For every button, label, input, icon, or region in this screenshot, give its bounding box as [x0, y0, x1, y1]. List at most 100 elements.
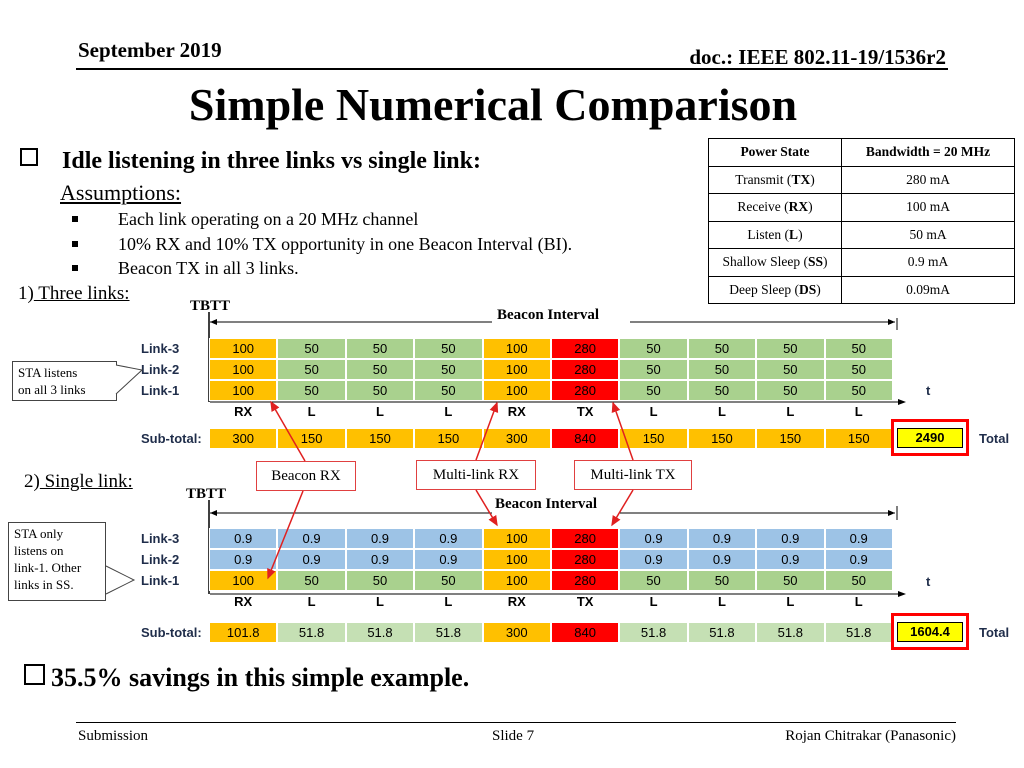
current-cell: 280 mA — [841, 165, 1015, 194]
assumptions-heading: Assumptions: — [60, 180, 182, 205]
case1-link3-label: Link-3 — [141, 341, 180, 356]
checkbox-bullet-icon — [24, 664, 45, 685]
grid-cell: 50 — [345, 338, 415, 359]
power-state-cell: Listen (L) — [708, 220, 842, 249]
grid-cell: 50 — [687, 338, 757, 359]
subtotal-cell: 150 — [619, 428, 688, 449]
event-label: L — [649, 404, 658, 419]
event-label: RX — [234, 404, 253, 419]
footer-divider — [76, 722, 956, 723]
subtotal-cell: 51.8 — [687, 622, 757, 643]
grid-cell: 280 — [550, 570, 620, 591]
case1-callout-pointer — [115, 364, 144, 395]
table-header-cell: Power State — [708, 138, 842, 167]
power-state-table: Power State Bandwidth = 20 MHz Transmit … — [708, 138, 1015, 304]
grid-cell: 280 — [550, 338, 620, 359]
footer-slide-number: Slide 7 — [492, 728, 535, 744]
case2-link1-row: 100 50 50 50 100 280 50 50 50 50 — [209, 570, 893, 591]
case2-total-label: Total — [979, 625, 1010, 640]
grid-cell: 100 — [482, 380, 551, 401]
grid-cell: 50 — [277, 380, 346, 401]
grid-cell: 0.9 — [345, 528, 415, 549]
beacon-rx-annotation: Beacon RX — [256, 461, 356, 491]
grid-cell: 0.9 — [414, 528, 483, 549]
case2-callout: STA only listens on link-1. Other links … — [8, 522, 106, 601]
event-label: TX — [576, 404, 594, 419]
event-label: L — [717, 594, 726, 609]
grid-cell: 50 — [756, 380, 825, 401]
grid-cell: 50 — [756, 338, 825, 359]
subtotal-cell: 840 — [550, 622, 620, 643]
multilink-rx-annotation: Multi-link RX — [416, 460, 536, 490]
grid-cell: 0.9 — [209, 549, 278, 570]
case1-link1-label: Link-1 — [141, 383, 180, 398]
table-row: Transmit (TX) 280 mA — [708, 165, 1015, 194]
grid-cell: 50 — [687, 570, 757, 591]
grid-cell: 0.9 — [277, 528, 346, 549]
grid-cell: 50 — [277, 570, 346, 591]
grid-cell: 0.9 — [414, 549, 483, 570]
subtotal-cell: 300 — [209, 428, 278, 449]
case1-link2-label: Link-2 — [141, 362, 180, 377]
case1-link1-row: 100 50 50 50 100 280 50 50 50 50 — [209, 380, 893, 401]
grid-cell: 50 — [277, 338, 346, 359]
subtotal-cell: 51.8 — [824, 622, 893, 643]
power-state-cell: Shallow Sleep (SS) — [708, 248, 842, 277]
subtotal-cell: 300 — [482, 622, 551, 643]
assumption-item: Each link operating on a 20 MHz channel — [72, 209, 418, 230]
grid-cell: 50 — [824, 338, 893, 359]
event-label: L — [854, 594, 863, 609]
case2-callout-pointer — [105, 565, 136, 595]
main-bullet: Idle listening in three links vs single … — [20, 148, 481, 175]
grid-cell: 50 — [687, 380, 757, 401]
grid-cell: 0.9 — [687, 549, 757, 570]
grid-cell: 0.9 — [619, 549, 688, 570]
grid-cell: 100 — [209, 338, 278, 359]
subtotal-cell: 51.8 — [756, 622, 825, 643]
case2-link2-row: 0.9 0.9 0.9 0.9 100 280 0.9 0.9 0.9 0.9 — [209, 549, 893, 570]
grid-cell: 0.9 — [619, 528, 688, 549]
subtotal-cell: 150 — [756, 428, 825, 449]
case1-callout: STA listens on all 3 links — [12, 361, 117, 401]
grid-cell: 50 — [414, 570, 483, 591]
case1-events-row: RX L L L RX TX L L L L — [209, 404, 893, 425]
case2-link2-label: Link-2 — [141, 552, 180, 567]
event-label: RX — [234, 594, 253, 609]
subtotal-cell: 300 — [482, 428, 551, 449]
footer-author: Rojan Chitrakar (Panasonic) — [785, 728, 956, 744]
case1-beacon-interval-label: Beacon Interval — [497, 307, 600, 323]
grid-cell: 0.9 — [209, 528, 278, 549]
grid-cell: 50 — [414, 338, 483, 359]
table-header-cell: Bandwidth = 20 MHz — [841, 138, 1015, 167]
case2-beacon-interval-label: Beacon Interval — [495, 496, 598, 512]
grid-cell: 50 — [414, 359, 483, 380]
case1-link2-row: 100 50 50 50 100 280 50 50 50 50 — [209, 359, 893, 380]
subtotal-cell: 51.8 — [277, 622, 346, 643]
case2-tbtt-label: TBTT — [186, 486, 227, 502]
event-label: L — [854, 404, 863, 419]
case2-link3-row: 0.9 0.9 0.9 0.9 100 280 0.9 0.9 0.9 0.9 — [209, 528, 893, 549]
grid-cell: 50 — [756, 359, 825, 380]
grid-cell: 280 — [550, 359, 620, 380]
subtotal-cell: 51.8 — [619, 622, 688, 643]
case2-events-row: RX L L L RX TX L L L L — [209, 594, 893, 615]
assumption-item: Beacon TX in all 3 links. — [72, 258, 299, 279]
header-doc-id: doc.: IEEE 802.11-19/1536r2 — [689, 45, 946, 69]
footer-submission: Submission — [78, 728, 149, 744]
grid-cell: 100 — [482, 570, 551, 591]
event-label: RX — [507, 404, 526, 419]
case1-total-highlight — [891, 419, 969, 456]
table-row: Receive (RX) 100 mA — [708, 193, 1015, 222]
subtotal-cell: 51.8 — [414, 622, 483, 643]
case2-total-value: 1604.4 — [897, 622, 963, 642]
case1-subtotal-row: 300 150 150 150 300 840 150 150 150 150 — [209, 428, 893, 449]
grid-cell: 50 — [824, 570, 893, 591]
event-label: L — [307, 594, 316, 609]
grid-cell: 50 — [756, 570, 825, 591]
event-label: RX — [507, 594, 526, 609]
multilink-tx-annotation: Multi-link TX — [574, 460, 692, 490]
grid-cell: 50 — [824, 359, 893, 380]
subtotal-cell: 150 — [277, 428, 346, 449]
event-label: L — [786, 594, 795, 609]
table-row: Deep Sleep (DS) 0.09mA — [708, 275, 1015, 304]
